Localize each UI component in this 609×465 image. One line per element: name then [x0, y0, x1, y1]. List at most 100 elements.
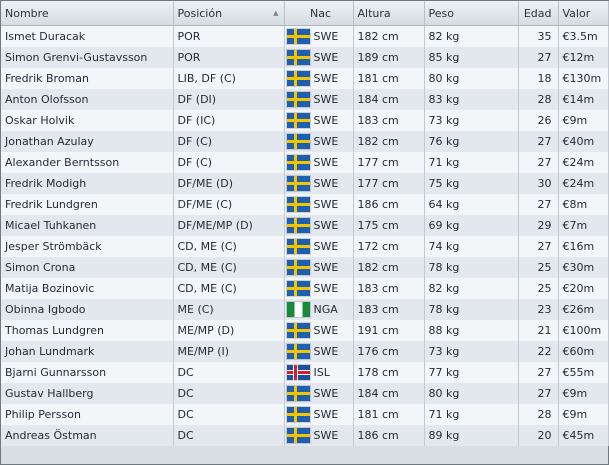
player-age: 27	[537, 198, 552, 211]
column-header-posicion[interactable]: Posición ▲	[173, 1, 285, 26]
height-cell: 172 cm	[353, 236, 425, 257]
player-name[interactable]: Fredrik Lundgren	[5, 198, 98, 211]
table-row[interactable]: Andreas Östman DC SWE 186 cm 89 kg 20 €45m	[1, 425, 609, 446]
player-name[interactable]: Oskar Holvik	[5, 114, 75, 127]
player-name[interactable]: Simon Grenvi-Gustavsson	[5, 51, 148, 64]
table-row[interactable]: Micael Tuhkanen DF/ME/MP (D) SWE 175 cm 69 k…	[1, 215, 609, 236]
player-name[interactable]: Fredrik Broman	[5, 72, 89, 85]
player-value: €9m	[562, 114, 588, 127]
nationality-cell[interactable]: SWE	[284, 131, 354, 152]
swe-flag-icon	[286, 113, 310, 128]
table-row[interactable]: Anton Olofsson DF (DI) SWE 184 cm 83 kg 28 €14…	[1, 89, 609, 110]
player-name-cell[interactable]: Fredrik Lundgren	[1, 194, 174, 215]
table-row[interactable]: Bjarni Gunnarsson DC ISL 178 cm 77 kg 27 €55m	[1, 362, 609, 383]
player-name[interactable]: Ismet Duracak	[5, 30, 86, 43]
table-row[interactable]: Fredrik Modigh DF/ME (D) SWE 177 cm 75 kg 30 €…	[1, 173, 609, 194]
nationality-cell[interactable]: SWE	[284, 173, 354, 194]
player-name-cell[interactable]: Obinna Igbodo	[1, 299, 174, 320]
table-row[interactable]: Simon Grenvi-Gustavsson POR SWE 189 cm 85 kg…	[1, 47, 609, 68]
player-name-cell[interactable]: Oskar Holvik	[1, 110, 174, 131]
player-name[interactable]: Gustav Hallberg	[5, 387, 94, 400]
table-row[interactable]: Simon Crona CD, ME (C) SWE 182 cm 78 kg 25 €30…	[1, 257, 609, 278]
table-row[interactable]: Jonathan Azulay DF (C) SWE 182 cm 76 kg 27 €40…	[1, 131, 609, 152]
nationality-cell[interactable]: SWE	[284, 320, 354, 341]
player-name[interactable]: Alexander Berntsson	[5, 156, 120, 169]
player-name-cell[interactable]: Bjarni Gunnarsson	[1, 362, 174, 383]
player-name-cell[interactable]: Ismet Duracak	[1, 25, 174, 47]
player-name-cell[interactable]: Anton Olofsson	[1, 89, 174, 110]
player-name[interactable]: Obinna Igbodo	[5, 303, 86, 316]
player-name[interactable]: Thomas Lundgren	[5, 324, 104, 337]
nationality-cell[interactable]: SWE	[284, 25, 354, 47]
player-name[interactable]: Jonathan Azulay	[5, 135, 94, 148]
player-name-cell[interactable]: Johan Lundmark	[1, 341, 174, 362]
height-cell: 177 cm	[353, 173, 425, 194]
player-name[interactable]: Fredrik Modigh	[5, 177, 87, 190]
player-name[interactable]: Anton Olofsson	[5, 93, 89, 106]
player-name[interactable]: Philip Persson	[5, 408, 81, 421]
value-cell: €24m	[558, 152, 609, 173]
player-name-cell[interactable]: Thomas Lundgren	[1, 320, 174, 341]
player-position: DF/ME/MP (D)	[177, 219, 253, 232]
nationality-cell[interactable]: SWE	[284, 404, 354, 425]
player-name-cell[interactable]: Micael Tuhkanen	[1, 215, 174, 236]
table-row[interactable]: Fredrik Lundgren DF/ME (C) SWE 186 cm 64 kg 2…	[1, 194, 609, 215]
column-header-altura[interactable]: Altura	[353, 1, 425, 26]
table-row[interactable]: Thomas Lundgren ME/MP (D) SWE 191 cm 88 kg 21…	[1, 320, 609, 341]
column-header-valor[interactable]: Valor	[558, 1, 609, 26]
column-header-nombre[interactable]: Nombre	[1, 1, 174, 26]
table-row[interactable]: Alexander Berntsson DF (C) SWE 177 cm 71 kg 2…	[1, 152, 609, 173]
nationality-cell[interactable]: SWE	[284, 341, 354, 362]
player-name-cell[interactable]: Jesper Strömbäck	[1, 236, 174, 257]
nationality-cell[interactable]: SWE	[284, 278, 354, 299]
nationality-cell[interactable]: SWE	[284, 194, 354, 215]
nationality-cell[interactable]: SWE	[284, 47, 354, 68]
column-header-nac[interactable]: Nac	[284, 1, 354, 26]
player-name[interactable]: Simon Crona	[5, 261, 76, 274]
table-row[interactable]: Oskar Holvik DF (IC) SWE 183 cm 73 kg 26 €9m	[1, 110, 609, 131]
player-name[interactable]: Andreas Östman	[5, 429, 97, 442]
table-row[interactable]: Johan Lundmark ME/MP (I) SWE 176 cm 73 kg 22 €…	[1, 341, 609, 362]
table-row[interactable]: Gustav Hallberg DC SWE 184 cm 80 kg 27 €9m	[1, 383, 609, 404]
table-row[interactable]: Matija Bozinovic CD, ME (C) SWE 183 cm 82 kg…	[1, 278, 609, 299]
nationality-cell[interactable]: SWE	[284, 152, 354, 173]
player-name-cell[interactable]: Fredrik Broman	[1, 68, 174, 89]
player-name-cell[interactable]: Fredrik Modigh	[1, 173, 174, 194]
table-row[interactable]: Ismet Duracak POR SWE 182 cm 82 kg 35 €3.5m	[1, 25, 609, 47]
column-header-peso[interactable]: Peso	[424, 1, 519, 26]
player-name[interactable]: Johan Lundmark	[5, 345, 95, 358]
player-name-cell[interactable]: Alexander Berntsson	[1, 152, 174, 173]
table-row[interactable]: Obinna Igbodo ME (C) NGA 183 cm 78 kg 23 €26m	[1, 299, 609, 320]
player-name-cell[interactable]: Andreas Östman	[1, 425, 174, 446]
player-name-cell[interactable]: Simon Crona	[1, 257, 174, 278]
player-name[interactable]: Jesper Strömbäck	[5, 240, 102, 253]
nationality-cell[interactable]: SWE	[284, 68, 354, 89]
player-weight: 69 kg	[428, 219, 460, 232]
column-header-edad[interactable]: Edad	[518, 1, 559, 26]
player-name-cell[interactable]: Philip Persson	[1, 404, 174, 425]
table-row[interactable]: Fredrik Broman LIB, DF (C) SWE 181 cm 80 kg 1…	[1, 68, 609, 89]
nationality-cell[interactable]: SWE	[284, 383, 354, 404]
nationality-cell[interactable]: ISL	[284, 362, 354, 383]
nationality-cell[interactable]: SWE	[284, 215, 354, 236]
player-name-cell[interactable]: Jonathan Azulay	[1, 131, 174, 152]
player-name-cell[interactable]: Gustav Hallberg	[1, 383, 174, 404]
player-name[interactable]: Bjarni Gunnarsson	[5, 366, 107, 379]
player-name-cell[interactable]: Simon Grenvi-Gustavsson	[1, 47, 174, 68]
nationality-cell[interactable]: NGA	[284, 299, 354, 320]
player-name[interactable]: Matija Bozinovic	[5, 282, 95, 295]
table-row[interactable]: Jesper Strömbäck CD, ME (C) SWE 172 cm 74 kg…	[1, 236, 609, 257]
player-name[interactable]: Micael Tuhkanen	[5, 219, 97, 232]
player-height: 178 cm	[357, 366, 399, 379]
height-cell: 184 cm	[353, 89, 425, 110]
player-name-cell[interactable]: Matija Bozinovic	[1, 278, 174, 299]
nationality-cell[interactable]: SWE	[284, 110, 354, 131]
table-row[interactable]: Philip Persson DC SWE 181 cm 71 kg 28 €9m	[1, 404, 609, 425]
nationality-cell[interactable]: SWE	[284, 89, 354, 110]
nationality-cell[interactable]: SWE	[284, 236, 354, 257]
player-height: 182 cm	[357, 261, 399, 274]
nationality-cell[interactable]: SWE	[284, 425, 354, 446]
age-cell: 23	[518, 299, 559, 320]
nationality-cell[interactable]: SWE	[284, 257, 354, 278]
position-cell: POR	[173, 25, 285, 47]
